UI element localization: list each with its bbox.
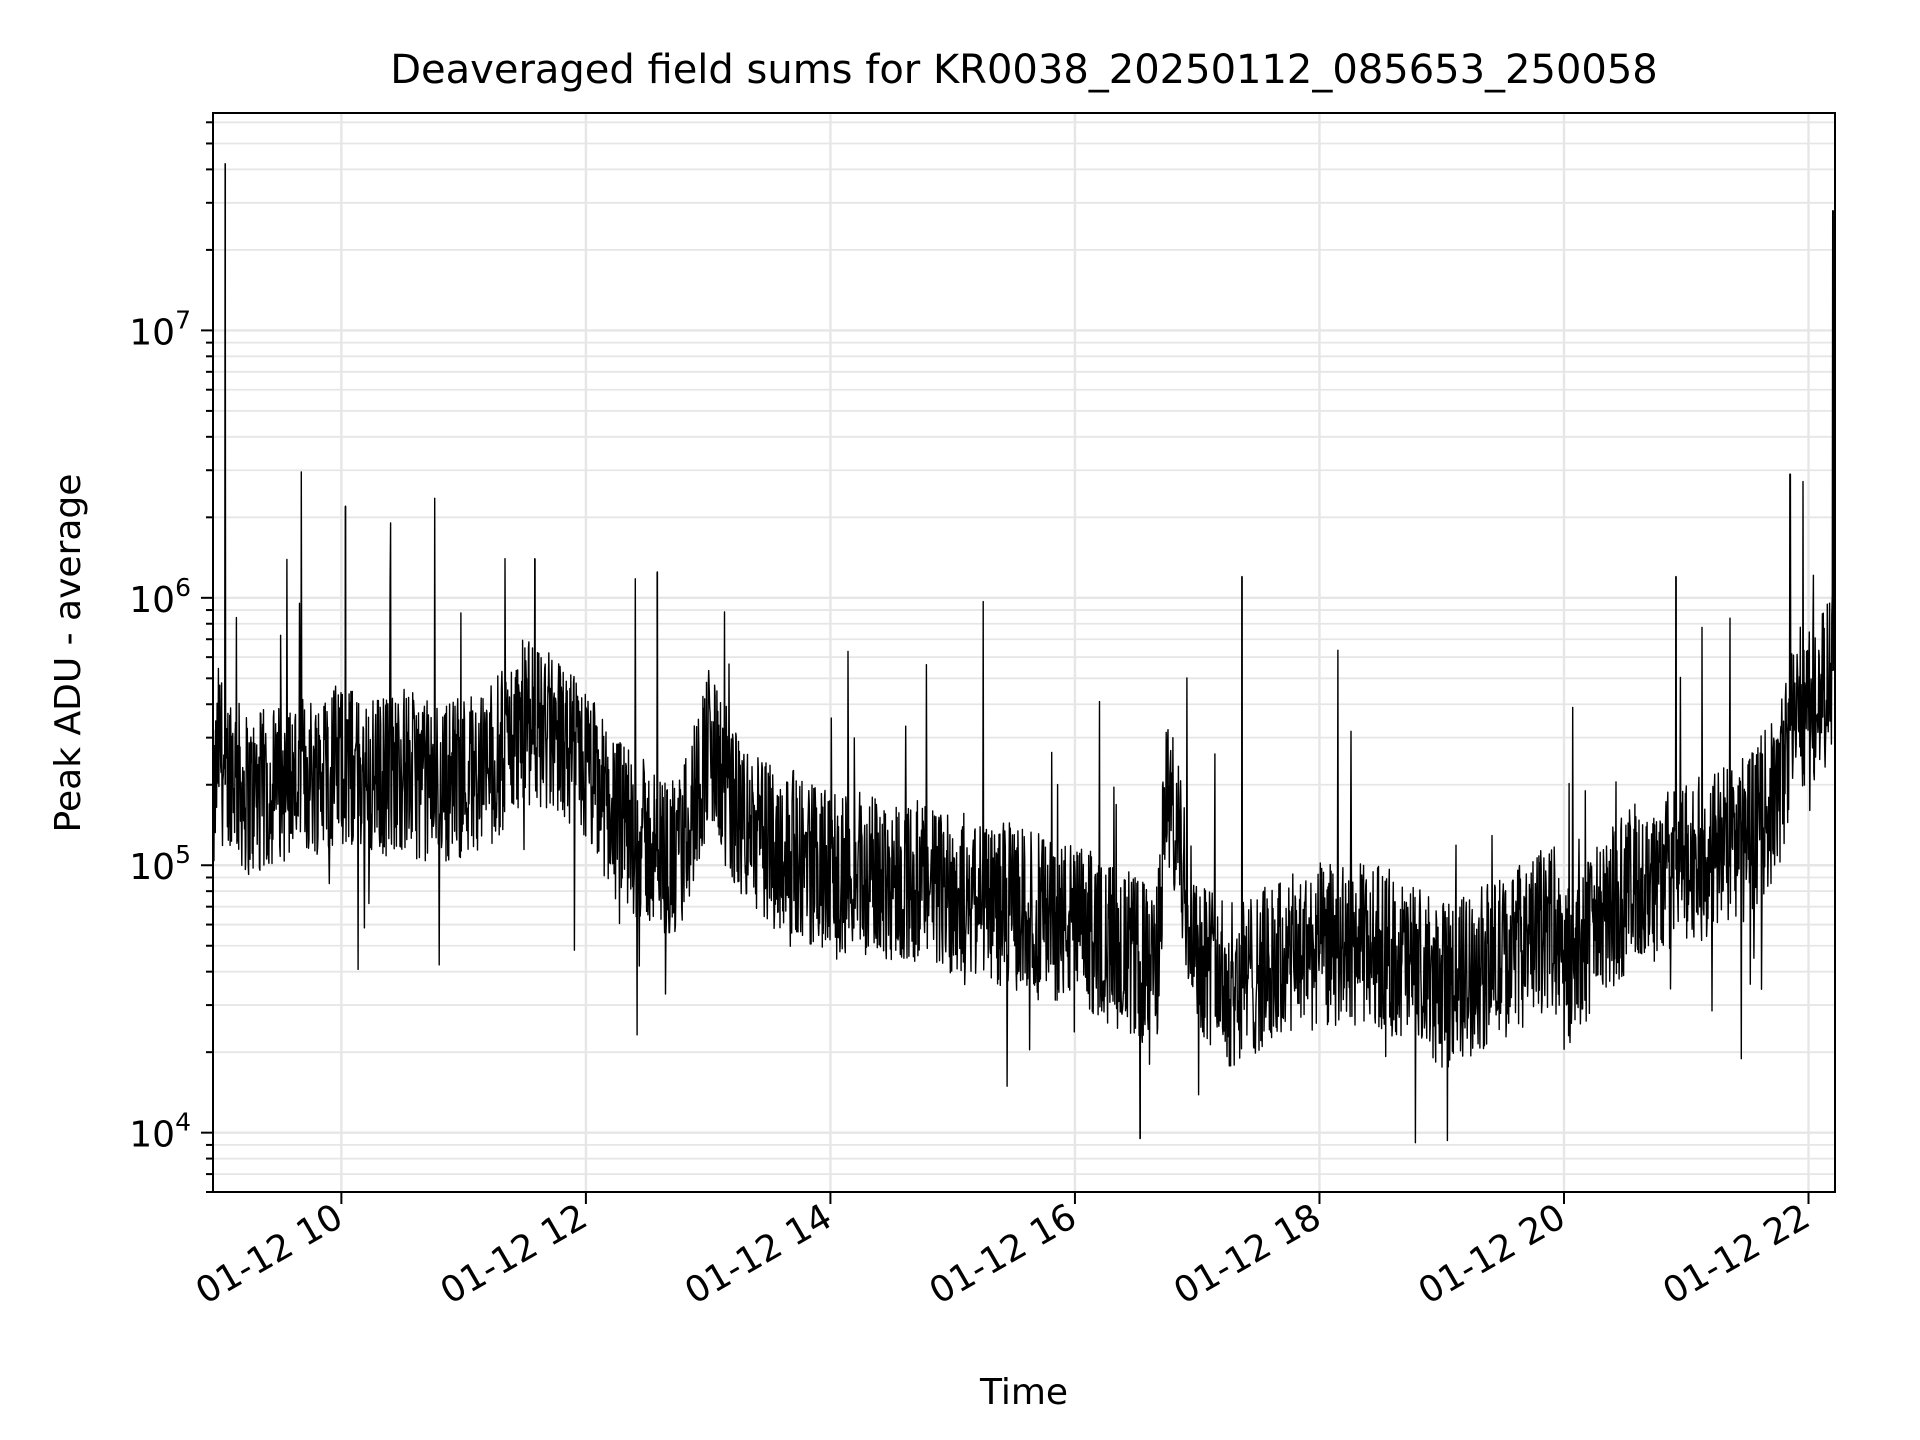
chart-title: Deaveraged field sums for KR0038_2025011… bbox=[390, 47, 1658, 93]
y-tick-exponent: 7 bbox=[175, 305, 191, 334]
x-tick-label: 01-12 12 bbox=[434, 1196, 595, 1312]
y-axis-title: Peak ADU - average bbox=[48, 474, 89, 833]
y-tick-base: 10 bbox=[129, 847, 175, 888]
y-tick-label: 104 bbox=[129, 1108, 191, 1156]
x-axis-title: Time bbox=[979, 1372, 1068, 1413]
grid bbox=[213, 113, 1835, 1193]
series-line bbox=[212, 162, 1836, 1144]
x-tick-label: 01-12 14 bbox=[678, 1196, 839, 1312]
y-tick-label: 107 bbox=[129, 305, 191, 353]
y-tick-label: 106 bbox=[129, 573, 191, 621]
x-tick-label: 01-12 18 bbox=[1167, 1196, 1328, 1312]
x-tick-label: 01-12 20 bbox=[1412, 1196, 1573, 1312]
y-tick-base: 10 bbox=[129, 1115, 175, 1156]
data-layer bbox=[212, 162, 1836, 1144]
y-tick-label: 105 bbox=[129, 840, 191, 888]
x-tick-label: 01-12 22 bbox=[1656, 1196, 1817, 1312]
plot-frame bbox=[212, 112, 1836, 1193]
x-tick-label: 01-12 16 bbox=[923, 1196, 1084, 1312]
y-tick-exponent: 4 bbox=[175, 1108, 191, 1137]
y-tick-base: 10 bbox=[129, 312, 175, 353]
y-tick-exponent: 5 bbox=[175, 840, 191, 869]
y-tick-base: 10 bbox=[129, 580, 175, 621]
y-tick-exponent: 6 bbox=[175, 573, 191, 602]
x-tick-label: 01-12 10 bbox=[189, 1196, 350, 1312]
